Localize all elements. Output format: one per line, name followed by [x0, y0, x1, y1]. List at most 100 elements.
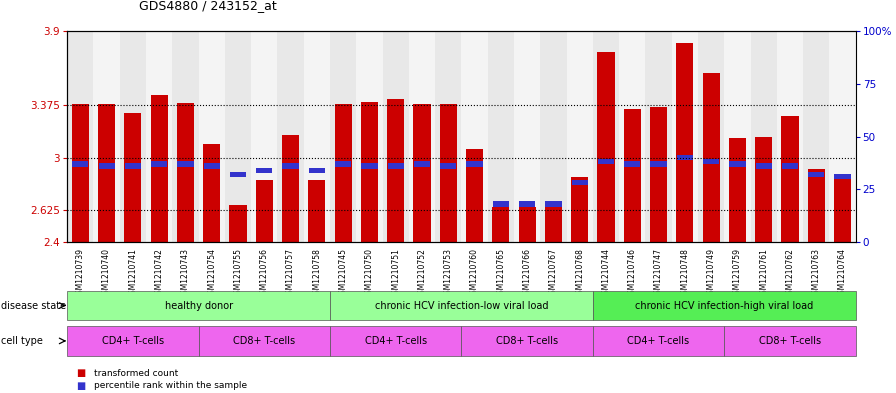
- Bar: [255, 180, 273, 242]
- Bar: [650, 161, 667, 167]
- Text: CD4+ T-cells: CD4+ T-cells: [365, 336, 426, 346]
- Bar: [546, 201, 562, 206]
- Bar: [93, 31, 120, 242]
- Bar: [67, 31, 93, 242]
- Bar: [519, 201, 535, 206]
- Bar: [440, 163, 456, 169]
- Bar: [803, 31, 830, 242]
- Bar: [466, 149, 483, 242]
- Bar: [540, 31, 566, 242]
- Bar: [125, 163, 141, 169]
- Bar: [203, 163, 220, 169]
- Bar: [467, 161, 483, 167]
- Bar: [672, 31, 698, 242]
- Bar: [724, 31, 751, 242]
- Bar: [357, 31, 383, 242]
- Bar: [388, 163, 404, 169]
- Text: CD4+ T-cells: CD4+ T-cells: [102, 336, 164, 346]
- Bar: [409, 31, 435, 242]
- Bar: [120, 31, 146, 242]
- Bar: [493, 201, 509, 206]
- Bar: [619, 31, 645, 242]
- Bar: [282, 135, 299, 242]
- Bar: [598, 52, 615, 242]
- Bar: [256, 167, 272, 173]
- Bar: [309, 167, 325, 173]
- Text: CD8+ T-cells: CD8+ T-cells: [759, 336, 821, 346]
- Bar: [624, 108, 641, 242]
- Text: percentile rank within the sample: percentile rank within the sample: [94, 382, 247, 390]
- Bar: [755, 136, 772, 242]
- Bar: [487, 31, 514, 242]
- Bar: [807, 169, 825, 242]
- Bar: [545, 207, 562, 242]
- Bar: [728, 138, 746, 242]
- Bar: [625, 161, 641, 167]
- Bar: [387, 99, 404, 242]
- Text: chronic HCV infection-low viral load: chronic HCV infection-low viral load: [375, 301, 548, 310]
- Bar: [177, 103, 194, 242]
- Bar: [566, 31, 593, 242]
- Bar: [698, 31, 724, 242]
- Text: chronic HCV infection-high viral load: chronic HCV infection-high viral load: [635, 301, 814, 310]
- Bar: [782, 163, 798, 169]
- Bar: [572, 180, 588, 185]
- Bar: [834, 178, 851, 242]
- Bar: [676, 43, 694, 242]
- Bar: [230, 172, 246, 177]
- Bar: [414, 161, 430, 167]
- Text: CD8+ T-cells: CD8+ T-cells: [233, 336, 296, 346]
- Bar: [808, 172, 824, 177]
- Bar: [492, 207, 510, 242]
- Bar: [435, 31, 461, 242]
- Bar: [99, 163, 115, 169]
- Bar: [335, 161, 351, 167]
- Bar: [702, 73, 719, 242]
- Bar: [199, 31, 225, 242]
- Bar: [73, 161, 89, 167]
- Text: CD4+ T-cells: CD4+ T-cells: [627, 336, 690, 346]
- Bar: [571, 177, 589, 242]
- Bar: [519, 207, 536, 242]
- Text: ■: ■: [76, 381, 85, 391]
- Bar: [830, 31, 856, 242]
- Bar: [151, 161, 168, 167]
- Text: disease state: disease state: [1, 301, 66, 310]
- Bar: [676, 155, 693, 160]
- Text: ■: ■: [76, 368, 85, 378]
- Text: healthy donor: healthy donor: [165, 301, 233, 310]
- Bar: [514, 31, 540, 242]
- Bar: [304, 31, 330, 242]
- Text: GDS4880 / 243152_at: GDS4880 / 243152_at: [139, 0, 277, 12]
- Bar: [146, 31, 172, 242]
- Bar: [330, 31, 357, 242]
- Bar: [172, 31, 199, 242]
- Bar: [251, 31, 278, 242]
- Bar: [440, 104, 457, 242]
- Bar: [781, 116, 798, 242]
- Bar: [278, 31, 304, 242]
- Bar: [361, 101, 378, 242]
- Bar: [593, 31, 619, 242]
- Text: cell type: cell type: [1, 336, 43, 346]
- Bar: [229, 205, 246, 242]
- Bar: [834, 174, 850, 179]
- Bar: [751, 31, 777, 242]
- Bar: [361, 163, 377, 169]
- Bar: [777, 31, 803, 242]
- Bar: [125, 113, 142, 242]
- Bar: [282, 163, 298, 169]
- Bar: [177, 161, 194, 167]
- Bar: [383, 31, 409, 242]
- Text: CD8+ T-cells: CD8+ T-cells: [496, 336, 558, 346]
- Bar: [598, 159, 614, 164]
- Bar: [650, 107, 668, 242]
- Bar: [72, 104, 89, 242]
- Bar: [413, 104, 431, 242]
- Bar: [308, 180, 325, 242]
- Bar: [461, 31, 487, 242]
- Bar: [755, 163, 771, 169]
- Text: transformed count: transformed count: [94, 369, 178, 378]
- Bar: [703, 159, 719, 164]
- Bar: [225, 31, 251, 242]
